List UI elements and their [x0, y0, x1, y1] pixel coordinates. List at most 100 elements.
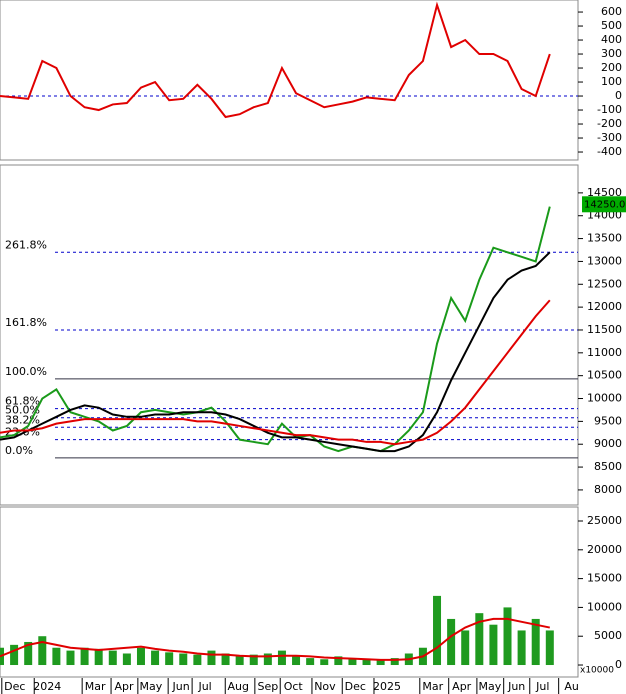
fib-label: 38.2%	[5, 413, 40, 426]
volume-bar	[10, 644, 19, 666]
y-tick-label: 15000	[587, 572, 622, 585]
volume-bar	[433, 595, 442, 666]
volume-bar	[94, 648, 103, 666]
volume-bar	[38, 636, 47, 666]
x-tick-label: Jun	[507, 680, 525, 693]
volume-bar	[545, 630, 554, 666]
volume-bar	[235, 656, 244, 666]
volume-bar	[207, 650, 216, 666]
volume-bar	[531, 618, 540, 666]
x-tick-label: Jul	[197, 680, 211, 693]
y-tick-label: -300	[597, 131, 622, 144]
volume-bar	[136, 647, 145, 666]
volume-bar	[320, 659, 329, 666]
x-tick-label: 2025	[373, 680, 401, 693]
unit-label: x10000	[580, 666, 614, 676]
volume-bar	[66, 650, 75, 666]
x-tick-label: Apr	[115, 680, 135, 693]
series-line	[0, 251, 551, 453]
volume-bar	[52, 647, 61, 666]
volume-bar	[292, 656, 301, 666]
x-tick-label: Mar	[85, 680, 106, 693]
y-tick-label: 8500	[594, 460, 622, 473]
x-tick-label: Dec	[4, 680, 25, 693]
x-tick-label: Jun	[172, 680, 190, 693]
volume-bar	[390, 658, 399, 666]
y-tick-label: -200	[597, 117, 622, 130]
fib-label: 0.0%	[5, 444, 33, 457]
volume-bar	[362, 659, 371, 666]
panel-frame	[0, 0, 579, 161]
y-tick-label: 400	[601, 33, 622, 46]
y-tick-label: 13500	[587, 232, 622, 245]
series-line	[0, 299, 551, 446]
volume-bar	[151, 650, 160, 666]
x-tick-label: Dec	[345, 680, 366, 693]
fib-label: 161.8%	[5, 316, 47, 329]
volume-bar	[334, 656, 343, 666]
y-tick-label: 0	[615, 658, 622, 671]
y-tick-label: 20000	[587, 543, 622, 556]
y-tick-label: 300	[601, 47, 622, 60]
x-tick-label: Oct	[284, 680, 304, 693]
fib-label: 50.0%	[5, 404, 40, 417]
volume-bar	[263, 653, 272, 666]
volume-bar	[108, 650, 117, 666]
y-tick-label: 25000	[587, 514, 622, 527]
panel-frame	[0, 164, 579, 506]
panel-frame	[0, 506, 579, 678]
volume-bar	[193, 654, 202, 666]
volume-bar	[489, 624, 498, 666]
x-tick-label: Mar	[422, 680, 443, 693]
y-tick-label: 9000	[594, 437, 622, 450]
volume-bar	[80, 647, 89, 666]
y-tick-label: 11500	[587, 323, 622, 336]
x-tick-label: Au	[564, 680, 579, 693]
y-tick-label: 9500	[594, 414, 622, 427]
y-tick-label: 10500	[587, 369, 622, 382]
volume-bar	[249, 654, 258, 666]
x-tick-label: Nov	[314, 680, 336, 693]
volume-bar	[376, 659, 385, 666]
fib-label: 261.8%	[5, 238, 47, 251]
volume-bar	[306, 658, 315, 666]
x-tick-label: May	[479, 680, 502, 693]
y-tick-label: 12000	[587, 300, 622, 313]
volume-bar	[503, 607, 512, 666]
last-price-box	[582, 196, 626, 213]
volume-bar	[517, 630, 526, 666]
volume-bar	[122, 653, 131, 666]
series-line	[0, 1, 551, 119]
y-tick-label: 100	[601, 75, 622, 88]
volume-bar	[165, 652, 174, 666]
volume-bar	[447, 618, 456, 666]
y-tick-label: 5000	[594, 629, 622, 642]
y-tick-label: 0	[615, 89, 622, 102]
y-tick-label: 11000	[587, 346, 622, 359]
volume-bar	[277, 650, 286, 666]
fib-label: 61.8%	[5, 395, 40, 408]
y-tick-label: 200	[601, 61, 622, 74]
volume-bar	[221, 653, 230, 666]
y-tick-label: 8000	[594, 483, 622, 496]
y-tick-label: 10000	[587, 392, 622, 405]
x-tick-label: 2024	[33, 680, 61, 693]
y-tick-label: -400	[597, 145, 622, 158]
x-tick-label: May	[139, 680, 162, 693]
series-line	[0, 617, 551, 661]
y-tick-label: 14500	[587, 186, 622, 199]
last-price-label: 14250.00	[584, 199, 626, 210]
volume-bar	[475, 613, 484, 666]
volume-bar	[179, 653, 188, 666]
volume-bar	[348, 658, 357, 666]
volume-bar	[24, 641, 33, 666]
y-tick-label: 13000	[587, 254, 622, 267]
fib-label: 100.0%	[5, 365, 47, 378]
y-tick-label: -100	[597, 103, 622, 116]
y-tick-label: 12500	[587, 277, 622, 290]
volume-bar	[461, 630, 470, 666]
x-tick-label: Aug	[228, 680, 249, 693]
y-tick-label: 500	[601, 19, 622, 32]
